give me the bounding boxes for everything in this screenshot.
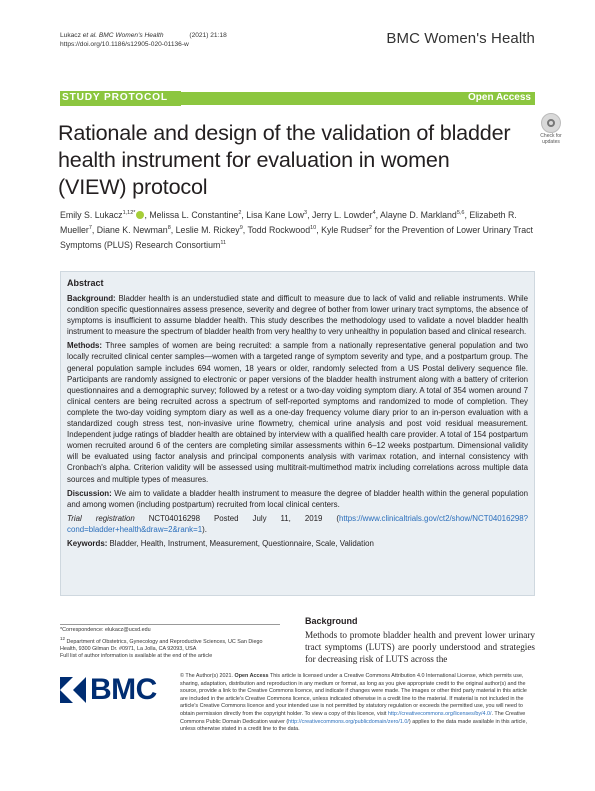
abstract-heading: Abstract <box>67 278 104 288</box>
citation-year: (2021) 21:18 <box>189 32 227 39</box>
article-type-band: STUDY PROTOCOL Open Access <box>60 91 535 106</box>
background-text: Methods to promote bladder health and pr… <box>305 630 535 664</box>
abstract-keywords: Keywords: Bladder, Health, Instrument, M… <box>67 538 374 548</box>
bmc-logo-text: BMC <box>90 673 157 706</box>
article-type-label: STUDY PROTOCOL <box>60 91 181 106</box>
correspondence-note: *Correspondence: elukacz@ucsd.edu 12 Dep… <box>60 624 280 661</box>
check-updates-line1: Check for <box>540 133 562 139</box>
abstract-background: Background: Bladder health is an underst… <box>67 294 528 337</box>
trial-registration-link[interactable]: https://www.clinicaltrials.gov/ct2/show/… <box>67 513 529 534</box>
refresh-icon <box>541 113 561 133</box>
article-title: Rationale and design of the validation o… <box>58 120 511 199</box>
author-name[interactable]: Emily S. Lukacz <box>60 209 123 220</box>
public-domain-link[interactable]: http://creativecommons.org/publicdomain/… <box>288 718 409 725</box>
doi-link[interactable]: https://doi.org/10.1186/s12905-020-01136… <box>60 41 189 48</box>
citation-author: Lukacz <box>60 32 81 39</box>
running-header-citation: Lukacz et al. BMC Women's Health (2021) … <box>60 31 227 49</box>
bmc-mark-icon <box>60 677 86 703</box>
abstract-methods: Methods: Three samples of women are bein… <box>67 341 528 484</box>
license-link[interactable]: http://creativecommons.org/licenses/by/4… <box>387 710 492 717</box>
journal-name: BMC Women's Health <box>386 30 535 47</box>
check-for-updates-badge[interactable]: Check for updates <box>536 113 566 147</box>
abstract-trial-registration: Trial registration NCT04016298 Posted Ju… <box>67 513 529 534</box>
citation-journal: et al. BMC Women's Health <box>82 32 164 39</box>
orcid-icon[interactable] <box>136 210 145 219</box>
open-access-label: Open Access <box>468 92 531 103</box>
correspondence-email[interactable]: *Correspondence: elukacz@ucsd.edu <box>60 627 151 633</box>
license-statement: © The Author(s) 2021. Open Access This a… <box>180 673 527 733</box>
bmc-logo[interactable]: BMC <box>60 673 170 706</box>
check-updates-line2: updates <box>542 138 560 145</box>
background-heading: Background <box>305 616 358 626</box>
author-list: Emily S. Lukacz1,12*, Melissa L. Constan… <box>60 209 533 250</box>
abstract-discussion: Discussion: We aim to validate a bladder… <box>67 488 528 509</box>
abstract-box: Abstract Background: Bladder health is a… <box>60 271 535 596</box>
author-info-note: Full list of author information is avail… <box>60 653 213 660</box>
correspondence-affiliation: Department of Obstetrics, Gynecology and… <box>60 638 263 652</box>
